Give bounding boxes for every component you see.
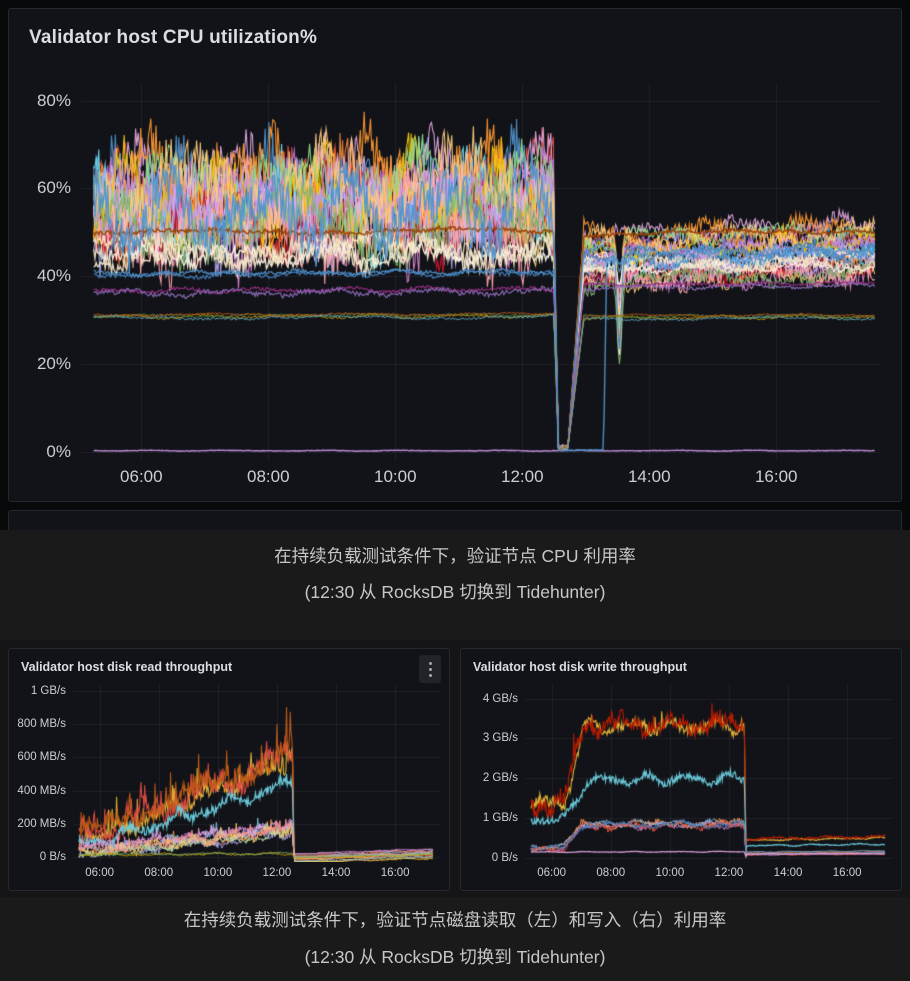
y-tick-label: 3 GB/s — [482, 732, 518, 745]
x-tick-label: 08:00 — [144, 867, 174, 879]
y-tick-label: 60% — [36, 178, 71, 198]
x-tick-label: 14:00 — [627, 467, 671, 486]
disk-read-panel: Validator host disk read throughput 1 GB… — [8, 648, 450, 891]
y-tick-label: 600 MB/s — [17, 751, 66, 764]
y-tick-label: 400 MB/s — [17, 784, 66, 797]
x-tick-label: 06:00 — [537, 867, 566, 879]
next-panel-top-edge — [8, 510, 902, 530]
disk-write-plot-canvas[interactable] — [525, 684, 893, 862]
x-tick-label: 10:00 — [203, 867, 233, 879]
disk-write-panel-title: Validator host disk write throughput — [473, 660, 687, 674]
x-tick-label: 12:00 — [714, 867, 744, 879]
y-tick-label: 1 GB/s — [30, 684, 66, 697]
y-axis: 80% 60% 40% 20% 0% — [17, 83, 81, 462]
disk-caption: 在持续负载测试条件下，验证节点磁盘读取（左）和写入（右）利用率 (12:30 从… — [0, 897, 910, 981]
x-tick-label: 06:00 — [85, 867, 114, 879]
y-axis: 4 GB/s 3 GB/s 2 GB/s 1 GB/s 0 B/s — [467, 684, 525, 864]
x-tick-label: 12:00 — [262, 867, 292, 879]
cpu-panel-title: Validator host CPU utilization% — [29, 27, 318, 48]
y-tick-label: 0 B/s — [491, 851, 518, 864]
cpu-panel-section: Validator host CPU utilization% 80% 60% 40… — [8, 8, 902, 530]
x-axis: 06:00 08:00 10:00 12:00 14:00 16:00 — [73, 865, 441, 883]
cpu-chart[interactable]: 80% 60% 40% 20% 0% 06:00 08:00 10:00 12:00 14:00 1… — [17, 83, 881, 491]
disk-panels-row: Validator host disk read throughput 1 GB… — [0, 640, 910, 897]
y-tick-label: 200 MB/s — [17, 818, 66, 830]
y-tick-label: 20% — [36, 354, 71, 374]
disk-write-panel: Validator host disk write throughput 4 G… — [460, 648, 902, 891]
disk-caption-line2: (12:30 从 RocksDB 切换到 Tidehunter) — [304, 947, 606, 967]
y-tick-label: 80% — [36, 90, 71, 110]
cpu-caption: 在持续负载测试条件下，验证节点 CPU 利用率 (12:30 从 RocksDB… — [0, 530, 910, 640]
x-tick-label: 14:00 — [773, 867, 803, 879]
x-tick-label: 08:00 — [247, 467, 290, 486]
y-tick-label: 1 GB/s — [482, 811, 518, 824]
x-tick-label: 12:00 — [500, 467, 544, 486]
x-axis: 06:00 08:00 10:00 12:00 14:00 16:00 — [525, 865, 893, 883]
x-tick-label: 16:00 — [754, 467, 798, 486]
disk-read-chart[interactable]: 1 GB/s 800 MB/s 600 MB/s 400 MB/s 200 MB/s 0 … — [15, 684, 441, 883]
x-tick-label: 08:00 — [596, 867, 626, 879]
y-axis: 1 GB/s 800 MB/s 600 MB/s 400 MB/s 200 MB/s 0 … — [15, 684, 73, 864]
x-tick-label: 16:00 — [380, 867, 410, 879]
y-tick-label: 2 GB/s — [482, 772, 518, 785]
x-tick-label: 10:00 — [655, 867, 685, 879]
cpu-caption-line2: (12:30 从 RocksDB 切换到 Tidehunter) — [304, 582, 606, 602]
x-axis: 06:00 08:00 10:00 12:00 14:00 16:00 — [81, 465, 881, 491]
cpu-caption-line1: 在持续负载测试条件下，验证节点 CPU 利用率 — [274, 546, 636, 566]
y-tick-label: 800 MB/s — [17, 718, 66, 730]
cpu-plot-canvas[interactable] — [81, 83, 881, 461]
cpu-panel: Validator host CPU utilization% 80% 60% 40… — [8, 8, 902, 502]
disk-write-chart[interactable]: 4 GB/s 3 GB/s 2 GB/s 1 GB/s 0 B/s 06:00 08:00 1… — [467, 684, 893, 883]
panel-menu-icon[interactable] — [419, 655, 441, 683]
y-tick-label: 40% — [36, 266, 71, 286]
x-tick-label: 16:00 — [832, 867, 862, 879]
disk-caption-line1: 在持续负载测试条件下，验证节点磁盘读取（左）和写入（右）利用率 — [183, 910, 727, 930]
disk-read-plot-canvas[interactable] — [73, 684, 441, 862]
x-tick-label: 10:00 — [374, 467, 417, 486]
disk-read-panel-title: Validator host disk read throughput — [21, 660, 233, 674]
y-tick-label: 0% — [46, 442, 71, 462]
y-tick-label: 4 GB/s — [482, 692, 518, 705]
y-tick-label: 0 B/s — [39, 851, 66, 864]
x-tick-label: 14:00 — [321, 867, 351, 879]
x-tick-label: 06:00 — [120, 467, 163, 486]
